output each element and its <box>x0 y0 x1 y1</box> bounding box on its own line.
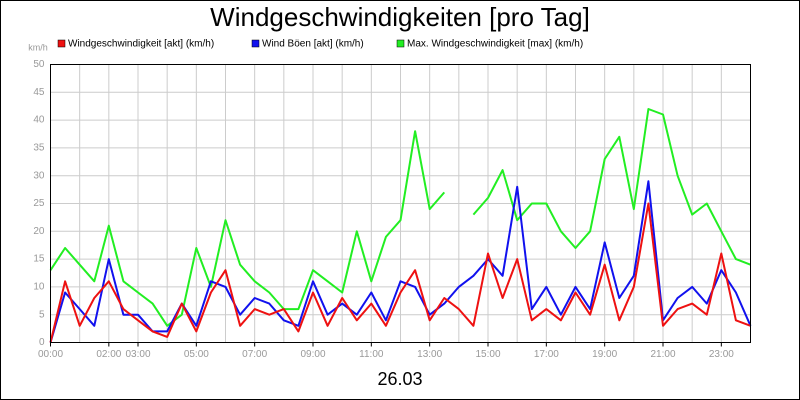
series-line <box>49 180 752 343</box>
x-tick-label: 03:00 <box>125 349 150 360</box>
legend-swatch <box>251 39 260 48</box>
y-tick-label: 50 <box>33 59 45 70</box>
x-tick-label: 02:00 <box>96 349 121 360</box>
y-tick-label: 45 <box>33 87 45 98</box>
series-line <box>49 108 751 327</box>
x-tick-label: 15:00 <box>475 349 500 360</box>
x-tick-label: 21:00 <box>650 349 675 360</box>
x-tick-label: 11:00 <box>359 349 384 360</box>
y-tick-label: 40 <box>33 115 45 126</box>
x-tick-label: 23:00 <box>709 349 734 360</box>
x-tick-label: 09:00 <box>300 349 325 360</box>
y-tick-label: 15 <box>33 254 45 265</box>
legend-swatch <box>57 39 66 48</box>
x-tick-label: 19:00 <box>592 349 617 360</box>
x-tick-label: 05:00 <box>184 349 209 360</box>
y-tick-label: 25 <box>33 198 45 209</box>
x-tick-label: 07:00 <box>242 349 267 360</box>
series-line <box>49 202 751 343</box>
x-tick-label: 13:00 <box>417 349 442 360</box>
chart-title: Windgeschwindigkeiten [pro Tag] <box>210 2 590 32</box>
x-tick-label: 00:00 <box>38 349 63 360</box>
legend-label: Wind Böen [akt] (km/h) <box>262 39 364 50</box>
y-tick-label: 20 <box>33 226 45 237</box>
plot-lines <box>49 108 752 343</box>
y-tick-label: 10 <box>33 282 45 293</box>
y-tick-label: 30 <box>33 170 45 181</box>
y-tick-label: 5 <box>39 309 45 320</box>
y-axis-label: km/h <box>28 42 48 52</box>
y-tick-label: 35 <box>33 143 45 154</box>
x-axis-label: 26.03 <box>377 369 422 389</box>
plot-frame <box>50 64 751 343</box>
x-tick-label: 17:00 <box>534 349 559 360</box>
legend: Windgeschwindigkeit [akt] (km/h) Wind Böe… <box>57 39 583 50</box>
legend-swatch <box>396 39 405 48</box>
legend-label: Windgeschwindigkeit [akt] (km/h) <box>68 39 214 50</box>
y-tick-label: 0 <box>39 337 45 348</box>
legend-label: Max. Windgeschwindigkeit [max] (km/h) <box>407 39 583 50</box>
